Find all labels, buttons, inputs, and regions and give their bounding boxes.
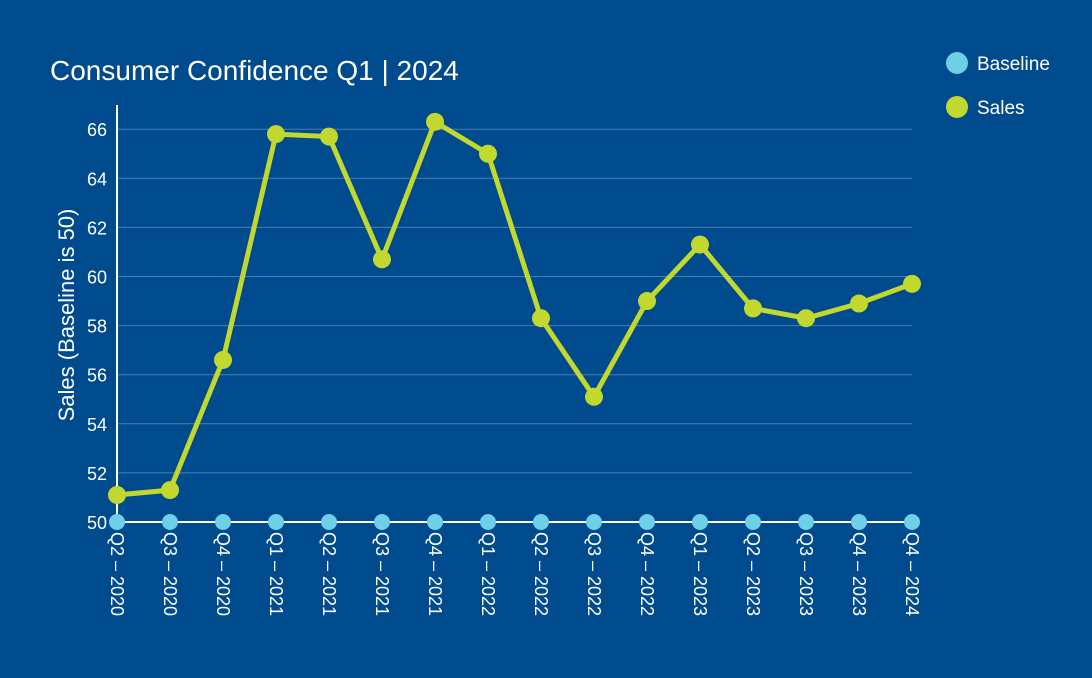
data-point [903,274,921,293]
x-tick-label: Q3 – 2020 [160,532,180,616]
data-point [798,514,814,530]
data-point [851,514,867,530]
data-point [904,514,920,530]
y-tick-label: 66 [87,120,107,140]
data-point [320,127,338,146]
x-tick-label: Q3 – 2023 [796,532,816,616]
x-tick-label: Q4 – 2022 [637,532,657,616]
y-tick-label: 62 [87,218,107,238]
x-tick-label: Q2 – 2023 [743,532,763,616]
x-tick-label: Q2 – 2022 [531,532,551,616]
data-point [214,350,232,369]
data-point [373,250,391,269]
data-point [745,514,761,530]
x-tick-labels: Q2 – 2020 Q3 – 2020 Q4 – 2020 Q1 – 2021 Q2 –… [107,532,922,616]
data-point [744,299,762,318]
x-tick-label: Q1 – 2021 [266,532,286,616]
data-point [109,514,125,530]
data-point [639,514,655,530]
data-point [532,309,550,328]
series-line [116,119,913,498]
y-tick-label: 58 [87,317,107,337]
y-tick-label: 50 [87,513,107,533]
x-tick-label: Q4 – 2024 [902,532,922,616]
legend-swatch [946,52,968,74]
legend-label: Baseline [977,54,1050,75]
x-tick-label: Q2 – 2020 [107,532,127,616]
series-baseline [109,514,920,530]
x-tick-label: Q1 – 2022 [478,532,498,616]
data-point [533,514,549,530]
x-tick-label: Q1 – 2023 [690,532,710,616]
y-tick-label: 64 [87,169,107,189]
data-point [267,125,285,144]
data-point [691,235,709,254]
data-point [480,514,496,530]
x-tick-label: Q3 – 2021 [372,532,392,616]
data-point [162,514,178,530]
x-tick-label: Q4 – 2020 [213,532,233,616]
data-point [850,294,868,313]
y-tick-labels: 50 52 54 56 58 60 62 64 66 [87,120,107,533]
y-tick-label: 60 [87,268,107,288]
legend-swatch [946,96,968,118]
series [108,112,921,530]
data-point [321,514,337,530]
data-point [585,387,603,406]
data-point [374,514,390,530]
data-point [215,514,231,530]
data-point [586,514,602,530]
data-point [638,292,656,311]
data-point [479,144,497,163]
data-point [426,112,444,131]
y-tick-label: 52 [87,464,107,484]
data-point [161,481,179,500]
x-tick-label: Q4 – 2021 [425,532,445,616]
grid-lines [117,128,912,474]
data-point [268,514,284,530]
x-tick-label: Q2 – 2021 [319,532,339,616]
x-tick-label: Q4 – 2023 [849,532,869,616]
legend[interactable]: Baseline Sales [946,52,1050,119]
y-axis-label: Sales (Baseline is 50) [54,209,79,422]
x-tick-label: Q3 – 2022 [584,532,604,616]
chart-title: Consumer Confidence Q1 | 2024 [50,55,459,86]
y-tick-label: 54 [87,415,107,435]
legend-label: Sales [977,98,1025,119]
legend-item-sales[interactable]: Sales [946,96,1025,119]
legend-item-baseline[interactable]: Baseline [946,52,1050,75]
data-point [692,514,708,530]
data-point [427,514,443,530]
series-sales [108,112,921,504]
y-tick-label: 56 [87,366,107,386]
data-point [797,309,815,328]
data-point [108,485,126,504]
